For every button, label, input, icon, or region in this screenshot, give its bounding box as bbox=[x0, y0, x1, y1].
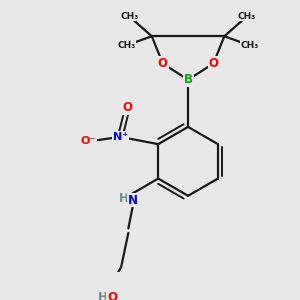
Text: H: H bbox=[119, 192, 129, 205]
Text: H: H bbox=[98, 291, 108, 300]
Text: CH₃: CH₃ bbox=[117, 41, 136, 50]
Text: O: O bbox=[158, 57, 168, 70]
Text: CH₃: CH₃ bbox=[120, 12, 138, 21]
Text: O: O bbox=[208, 57, 218, 70]
Text: CH₃: CH₃ bbox=[241, 41, 259, 50]
Text: O: O bbox=[107, 291, 117, 300]
Text: N: N bbox=[128, 194, 138, 207]
Text: B: B bbox=[184, 73, 193, 86]
Text: CH₃: CH₃ bbox=[238, 12, 256, 21]
Text: N⁺: N⁺ bbox=[112, 132, 128, 142]
Text: O⁻: O⁻ bbox=[81, 136, 96, 146]
Text: O: O bbox=[122, 101, 132, 114]
